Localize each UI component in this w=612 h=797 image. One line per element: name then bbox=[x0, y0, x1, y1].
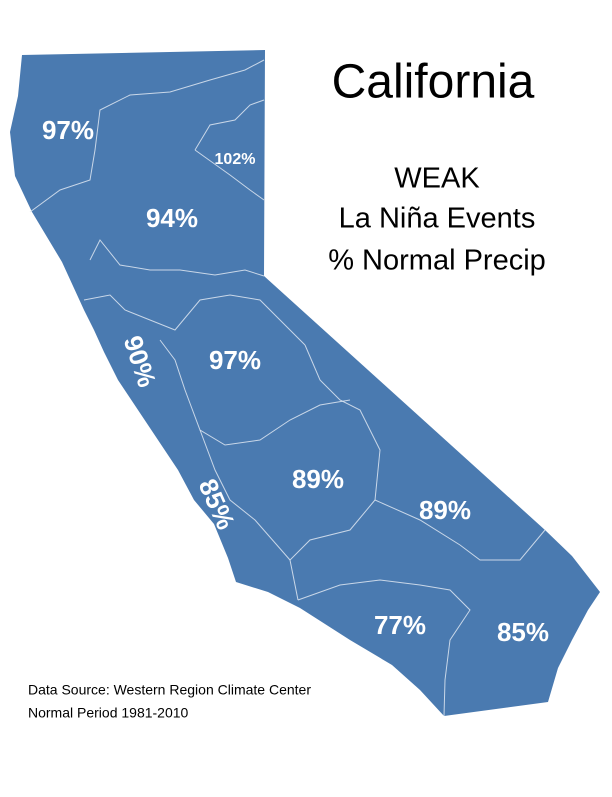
subtitle: La Niña Events bbox=[339, 203, 536, 235]
region-label: 85% bbox=[497, 617, 549, 647]
region-label: 97% bbox=[42, 115, 94, 145]
region-label: 89% bbox=[419, 495, 471, 525]
subtitle: % Normal Precip bbox=[328, 245, 546, 277]
region-label: 94% bbox=[146, 203, 198, 233]
region-label: 97% bbox=[209, 345, 261, 375]
source-note: Data Source: Western Region Climate Cent… bbox=[28, 682, 311, 698]
region-borders bbox=[29, 59, 546, 717]
subtitle: WEAK bbox=[394, 163, 480, 195]
source-note: Normal Period 1981-2010 bbox=[28, 705, 189, 721]
region-label: 102% bbox=[215, 151, 256, 168]
map-title: California bbox=[332, 56, 535, 109]
region-label: 89% bbox=[292, 464, 344, 494]
state-outline bbox=[10, 50, 600, 716]
region-label: 77% bbox=[374, 610, 426, 640]
